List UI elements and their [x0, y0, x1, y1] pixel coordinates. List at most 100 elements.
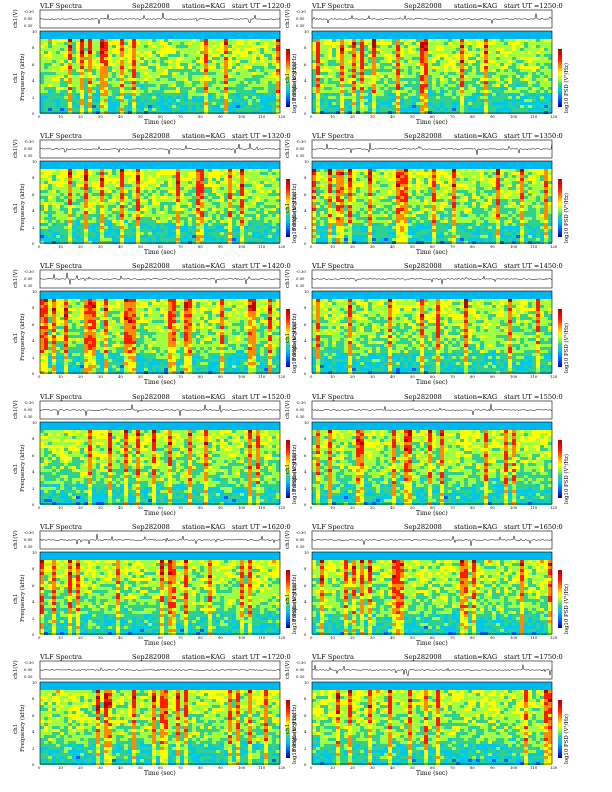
spectrogram-cell: [260, 48, 264, 51]
spectrogram-cell: [312, 90, 316, 93]
spectrogram-cell: [324, 66, 328, 69]
spectrogram-cell: [336, 196, 340, 199]
spectrogram-cell: [92, 84, 96, 87]
spectrogram-cell: [436, 39, 440, 42]
spectrogram-cell: [92, 229, 96, 232]
spectrogram-cell: [356, 205, 360, 208]
spectrogram-cell: [228, 51, 232, 54]
spectrogram-cell: [164, 66, 168, 69]
spectrogram-cell: [148, 60, 152, 63]
spectrogram-cell: [416, 51, 420, 54]
spectrogram-cell: [516, 66, 520, 69]
spectrogram-cell: [52, 66, 56, 69]
spectrogram-cell: [192, 217, 196, 220]
spectrogram-cell: [336, 211, 340, 214]
spectrogram-cell: [436, 84, 440, 87]
spectrogram-cell: [100, 238, 104, 241]
spectrogram-cell: [408, 105, 412, 108]
spectrogram-cell: [344, 211, 348, 214]
spectrogram-cell: [240, 105, 244, 108]
spectrogram-cell: [268, 45, 272, 48]
spectrogram-cell: [320, 66, 324, 69]
spectrogram-cell: [132, 72, 136, 75]
spectrogram-cell: [424, 54, 428, 57]
spectrogram-cell: [236, 172, 240, 175]
spectrogram-cell: [88, 196, 92, 199]
spectrogram-cell: [64, 57, 68, 60]
spectrogram-cell: [420, 111, 424, 114]
spectrogram-cell: [180, 196, 184, 199]
spectrogram-cell: [252, 60, 256, 63]
spectrogram-cell: [336, 217, 340, 220]
spectrogram-cell: [484, 51, 488, 54]
spectrogram-cell: [336, 51, 340, 54]
spectrogram-cell: [332, 202, 336, 205]
spectrogram-cell: [80, 87, 84, 90]
spectrogram-cell: [248, 105, 252, 108]
spectrogram-cell: [64, 175, 68, 178]
spectrogram-cell: [52, 90, 56, 93]
spectrogram-cell: [160, 220, 164, 223]
spectrogram-cell: [276, 226, 280, 229]
spectrogram-cell: [316, 99, 320, 102]
spectrogram-cell: [192, 75, 196, 78]
spectrogram-cell: [480, 69, 484, 72]
spectrogram-cell: [352, 199, 356, 202]
spectrogram-cell: [364, 39, 368, 42]
spectrogram-cell: [260, 238, 264, 241]
spectrogram-cell: [500, 39, 504, 42]
spectrogram-cell: [204, 75, 208, 78]
spectrogram-cell: [176, 78, 180, 81]
spectrogram-cell: [260, 196, 264, 199]
spectrogram-cell: [428, 84, 432, 87]
spectrogram-cell: [204, 208, 208, 211]
spectrogram-cell: [508, 51, 512, 54]
spectrogram-cell: [488, 96, 492, 99]
spectrogram-cell: [324, 223, 328, 226]
spectrogram-cell: [184, 96, 188, 99]
spectrogram-cell: [164, 72, 168, 75]
spectrogram-cell: [320, 202, 324, 205]
spectrogram-cell: [176, 226, 180, 229]
spectrogram-cell: [276, 48, 280, 51]
spectrogram-cell: [88, 169, 92, 172]
spectrogram-cell: [248, 48, 252, 51]
spectrogram-cell: [228, 54, 232, 57]
spectrogram-cell: [236, 226, 240, 229]
spectrogram-cell: [144, 199, 148, 202]
spectrogram-cell: [232, 96, 236, 99]
spectrogram-cell: [196, 75, 200, 78]
spectrogram-cell: [332, 48, 336, 51]
spectrogram-cell: [228, 229, 232, 232]
spectrogram-cell: [240, 205, 244, 208]
spectrogram-cell: [488, 57, 492, 60]
spectrogram-cell: [500, 45, 504, 48]
spectrogram-cell: [248, 51, 252, 54]
spectrogram-cell: [452, 102, 456, 105]
spectrogram-cell: [84, 175, 88, 178]
spectrogram-cell: [320, 72, 324, 75]
spectrogram-cell: [276, 75, 280, 78]
spectrogram-cell: [540, 108, 544, 111]
spectrogram-cell: [484, 81, 488, 84]
spectrogram-cell: [256, 57, 260, 60]
spectrogram-cell: [424, 102, 428, 105]
spectrogram-cell: [516, 78, 520, 81]
spectrogram-cell: [360, 241, 364, 244]
spectrogram-cell: [228, 108, 232, 111]
spectrogram-cell: [424, 93, 428, 96]
spectrogram-cell: [252, 205, 256, 208]
spectrogram-cell: [208, 208, 212, 211]
spectrogram-cell: [84, 111, 88, 114]
spectrogram-cell: [256, 223, 260, 226]
spectrogram-cell: [408, 108, 412, 111]
spectrogram-cell: [516, 84, 520, 87]
spectrogram-cell: [428, 72, 432, 75]
spectrogram-cell: [404, 111, 408, 114]
spectrogram-cell: [96, 99, 100, 102]
spectrogram-cell: [168, 96, 172, 99]
spectrogram-cell: [132, 232, 136, 235]
spectrogram-cell: [192, 196, 196, 199]
spectrogram-cell: [88, 99, 92, 102]
spectrogram-cell: [484, 90, 488, 93]
